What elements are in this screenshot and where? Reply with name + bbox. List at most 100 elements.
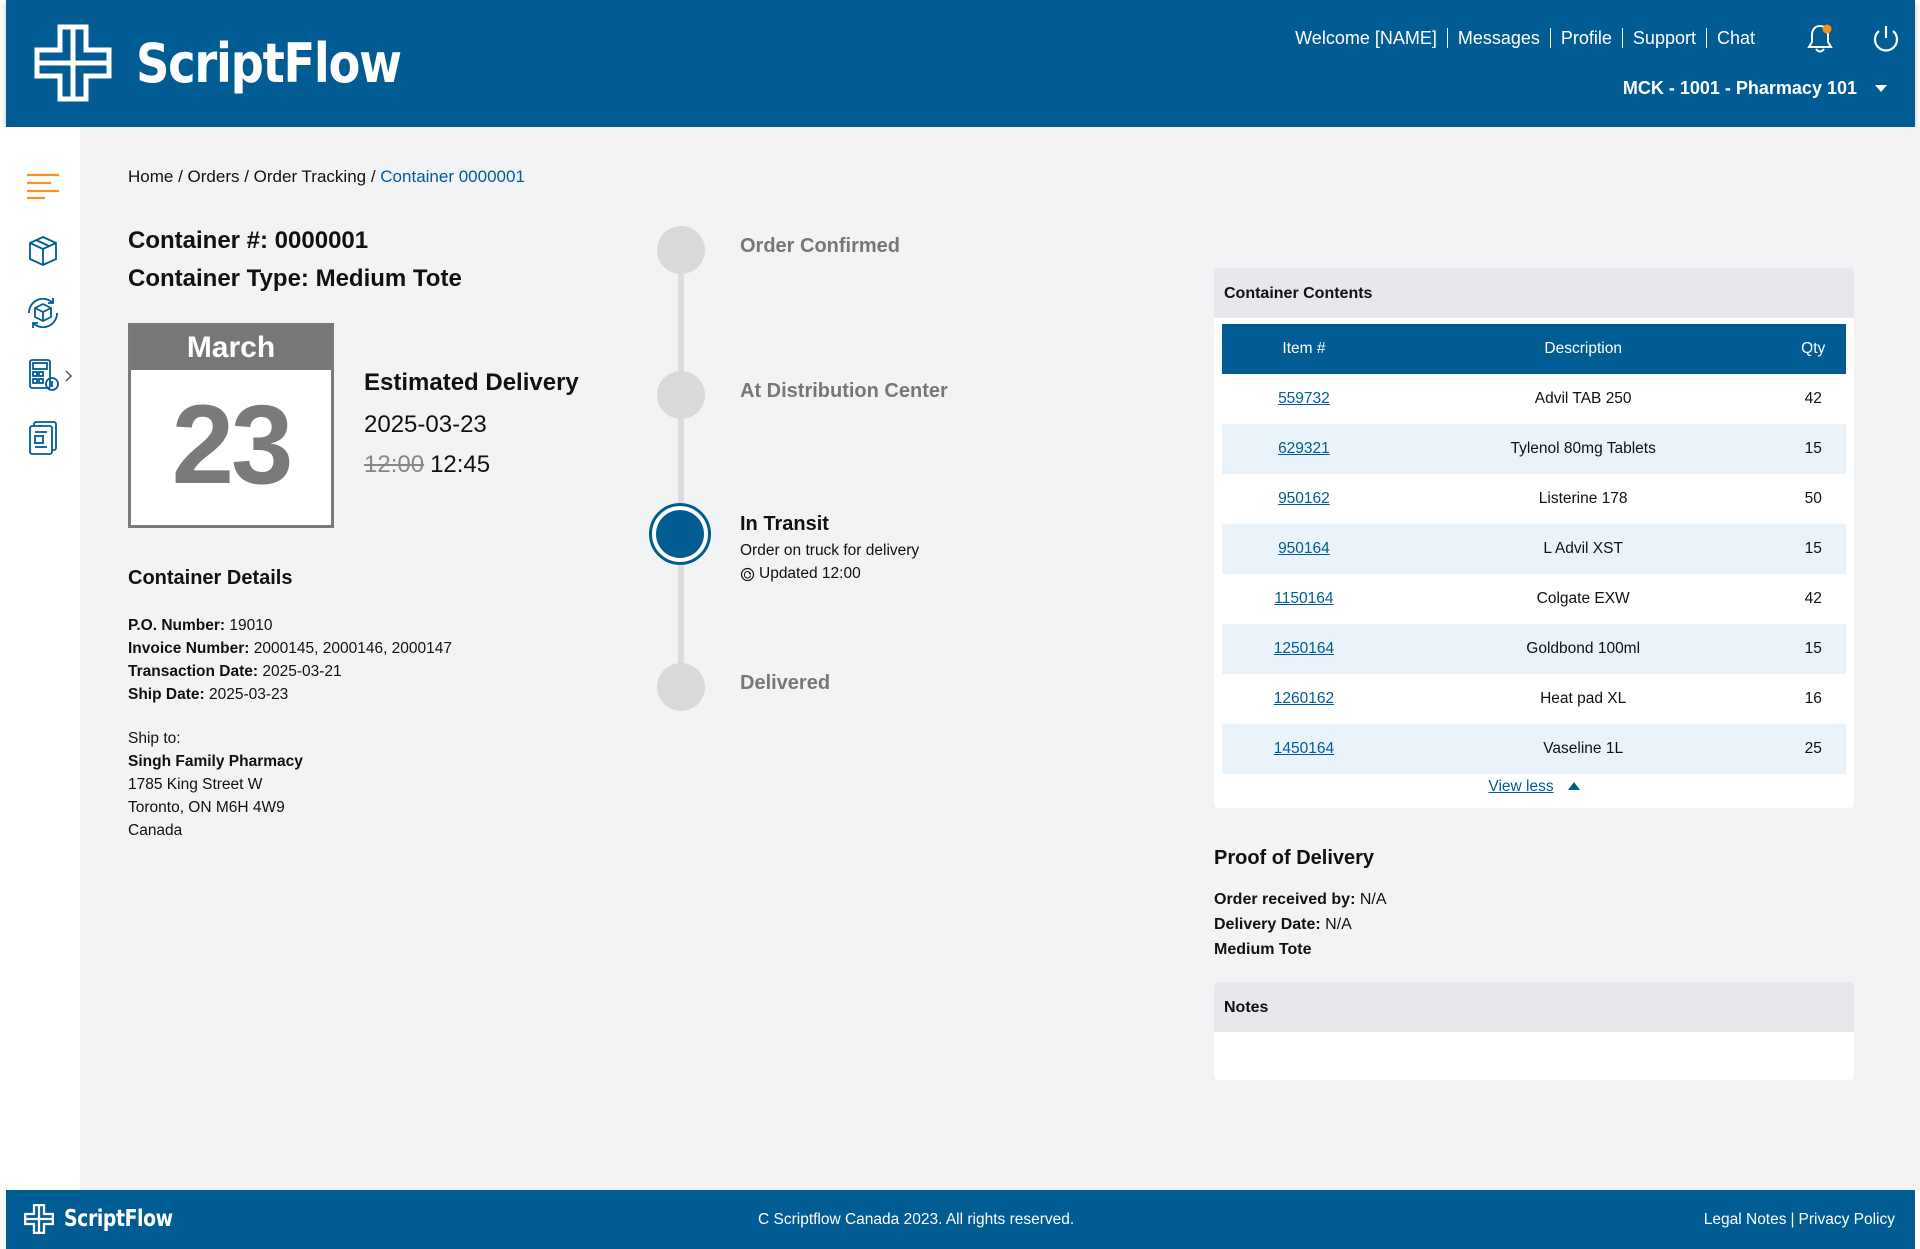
item-qty: 42 xyxy=(1804,590,1822,607)
table-row: 1260162 Heat pad XL 16 xyxy=(1222,674,1846,724)
item-description: Heat pad XL xyxy=(1540,690,1627,707)
nav-chat[interactable]: Chat xyxy=(1716,28,1755,48)
timeline-dot-order-confirmed xyxy=(657,226,705,274)
proof-of-delivery: Order received by: N/A Delivery Date: N/… xyxy=(1214,887,1387,962)
account-label: MCK - 1001 - Pharmacy 101 xyxy=(1622,78,1857,98)
timeline-dot-in-transit xyxy=(649,503,711,565)
item-link[interactable]: 629321 xyxy=(1278,440,1330,457)
brand-logo[interactable]: ScriptFlow xyxy=(34,24,444,102)
cross-logo-icon xyxy=(24,1204,54,1234)
po-value: 19010 xyxy=(229,617,273,634)
invoice-label: Invoice Number: xyxy=(128,640,250,657)
calendar-day: 23 xyxy=(171,382,294,507)
container-number: Container #: 0000001 xyxy=(128,227,369,254)
estimated-delivery-label: Estimated Delivery xyxy=(364,369,579,396)
table-row: 950162 Listerine 178 50 xyxy=(1222,474,1846,524)
sidebar xyxy=(0,127,80,1190)
timeline-step-subtext: Order on truck for delivery xyxy=(740,542,920,559)
table-row: 629321 Tylenol 80mg Tablets 15 xyxy=(1222,424,1846,474)
item-link[interactable]: 950162 xyxy=(1278,490,1330,507)
container-details-heading: Container Details xyxy=(128,567,293,589)
notes-title: Notes xyxy=(1214,982,1854,1032)
main-content: Home / Orders / Order Tracking / Contain… xyxy=(80,127,1920,1190)
legal-notes-link[interactable]: Legal Notes xyxy=(1703,1211,1787,1228)
container-contents-title: Container Contents xyxy=(1214,268,1854,318)
item-link[interactable]: 1450164 xyxy=(1273,740,1335,757)
item-qty: 16 xyxy=(1804,690,1822,707)
proof-of-delivery-heading: Proof of Delivery xyxy=(1214,847,1375,869)
item-qty: 15 xyxy=(1780,424,1846,474)
nav-profile[interactable]: Profile xyxy=(1551,28,1623,48)
table-row: 1150164 Colgate EXW 42 xyxy=(1222,574,1846,624)
timeline-step-label: Order Confirmed xyxy=(740,235,901,257)
item-link[interactable]: 1250164 xyxy=(1273,640,1335,657)
timeline-step-label: At Distribution Center xyxy=(740,380,948,402)
notes-card: Notes xyxy=(1214,982,1854,1080)
breadcrumb-order-tracking[interactable]: Order Tracking xyxy=(253,167,367,186)
ship-to-label: Ship to: xyxy=(128,730,181,747)
timeline-step-label: Delivered xyxy=(740,672,831,694)
ship-to-address-line: Canada xyxy=(128,822,183,839)
ship-to-address-line: 1785 King Street W xyxy=(128,776,263,793)
item-link[interactable]: 1150164 xyxy=(1274,590,1334,607)
ship-to: Ship to: Singh Family Pharmacy 1785 King… xyxy=(128,727,303,842)
item-description: Colgate EXW xyxy=(1536,590,1630,607)
container-details: P.O. Number: 19010 Invoice Number: 20001… xyxy=(128,614,452,706)
item-link[interactable]: 950164 xyxy=(1278,540,1330,557)
breadcrumb-home[interactable]: Home xyxy=(128,167,174,186)
container-type: Container Type: Medium Tote xyxy=(128,265,462,292)
ship-date-label: Ship Date: xyxy=(128,686,205,703)
po-label: P.O. Number: xyxy=(128,617,226,634)
footer-brand-logo[interactable]: ScriptFlow xyxy=(24,1204,197,1234)
table-row: 1250164 Goldbond 100ml 15 xyxy=(1222,624,1846,674)
breadcrumb-current: Container 0000001 xyxy=(380,167,525,186)
container-contents-card: Container Contents Item # Description Qt… xyxy=(1214,268,1854,808)
delivery-calendar: March 23 xyxy=(128,323,334,528)
chevron-up-icon[interactable] xyxy=(1567,782,1580,790)
chevron-right-icon xyxy=(65,370,73,382)
invoice-value: 2000145, 2000146, 2000147 xyxy=(253,640,453,657)
item-link[interactable]: 1260162 xyxy=(1273,690,1335,707)
estimated-delivery-time: 12:00 12:45 xyxy=(364,451,579,479)
item-link[interactable]: 559732 xyxy=(1278,390,1330,407)
calculator-icon[interactable] xyxy=(25,357,61,393)
box-icon[interactable] xyxy=(25,233,61,269)
copyright: C Scriptflow Canada 2023. All rights res… xyxy=(758,1211,1075,1228)
timeline-track xyxy=(678,247,684,690)
item-qty: 15 xyxy=(1780,524,1846,574)
breadcrumb-orders[interactable]: Orders xyxy=(187,167,240,186)
estimated-delivery: Estimated Delivery 2025-03-23 12:00 12:45 xyxy=(364,369,579,479)
item-qty: 42 xyxy=(1804,390,1822,407)
timeline-dot-distribution-center xyxy=(657,371,705,419)
nav-messages[interactable]: Messages xyxy=(1448,28,1551,48)
power-icon[interactable] xyxy=(1869,22,1903,56)
item-description: L Advil XST xyxy=(1385,524,1781,574)
ship-to-address-line: Toronto, ON M6H 4W9 xyxy=(128,799,285,816)
nav-welcome[interactable]: Welcome [NAME] xyxy=(1285,28,1448,48)
privacy-policy-link[interactable]: Privacy Policy xyxy=(1798,1211,1895,1228)
new-time: 12:45 xyxy=(430,451,491,478)
table-row: 559732 Advil TAB 250 42 xyxy=(1222,374,1846,424)
column-header-description: Description xyxy=(1385,324,1781,374)
box-cycle-icon[interactable] xyxy=(25,295,61,331)
account-selector[interactable]: MCK - 1001 - Pharmacy 101 xyxy=(1623,78,1887,99)
item-qty: 50 xyxy=(1804,490,1822,507)
view-less-link[interactable]: View less xyxy=(1488,778,1554,795)
table-row: 950164 L Advil XST 15 xyxy=(1222,524,1846,574)
container-heading: Container #: 0000001 Container Type: Med… xyxy=(128,222,462,298)
nav-support[interactable]: Support xyxy=(1623,28,1707,48)
breadcrumb-separator: / xyxy=(239,167,254,186)
top-nav: Welcome [NAME] Messages Profile Support … xyxy=(1285,28,1765,48)
table-row: 1450164 Vaseline 1L 25 xyxy=(1222,724,1846,774)
menu-icon[interactable] xyxy=(25,167,61,203)
ship-to-name: Singh Family Pharmacy xyxy=(128,753,303,770)
item-description: Tylenol 80mg Tablets xyxy=(1385,424,1781,474)
received-by-value: N/A xyxy=(1359,891,1387,908)
delivery-date-label: Delivery Date: xyxy=(1214,916,1321,933)
footer-links: Legal Notes | Privacy Policy xyxy=(1704,1211,1895,1229)
breadcrumb-separator: / xyxy=(173,167,188,186)
footer: ScriptFlow C Scriptflow Canada 2023. All… xyxy=(6,1190,1915,1249)
report-icon[interactable] xyxy=(25,419,61,455)
bell-icon[interactable] xyxy=(1803,22,1837,56)
contents-table: Item # Description Qty 559732 Advil TAB … xyxy=(1222,324,1846,774)
